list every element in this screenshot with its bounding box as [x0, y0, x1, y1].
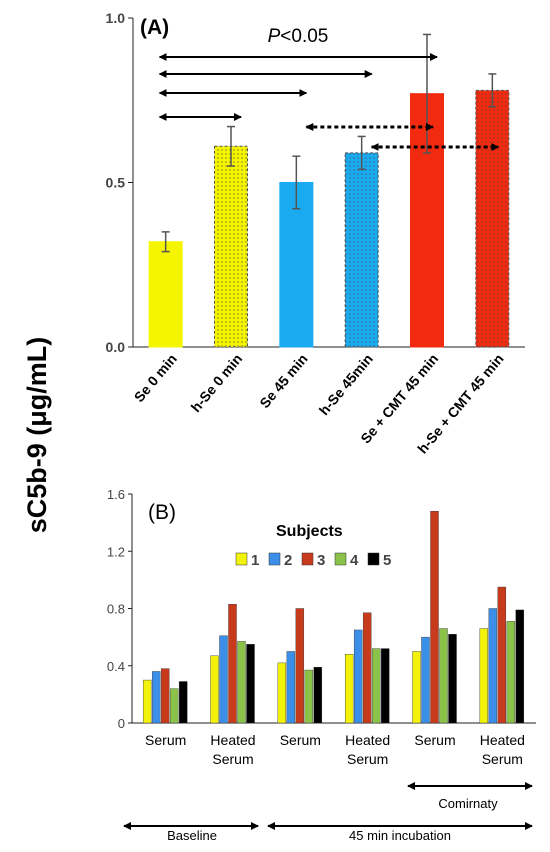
- panel-b-bar: [160, 668, 170, 724]
- panel-b-bar: [210, 655, 219, 724]
- panel-b-y-tick-label: 0.4: [107, 659, 125, 674]
- panel-b-bar: [344, 654, 354, 724]
- panel-b-bar: [371, 648, 381, 724]
- incubation-label: 45 min incubation: [349, 828, 451, 843]
- panel-b-bar: [421, 636, 430, 724]
- legend-swatch: [268, 552, 281, 566]
- panel-b-bar: [506, 621, 516, 724]
- baseline-label: Baseline: [167, 828, 217, 843]
- panel-b-x-tick-label: Serum: [280, 732, 321, 748]
- panel-b-bar: [353, 629, 363, 724]
- legend-title: Subjects: [276, 523, 343, 540]
- panel-b-x-tick-label: Serum: [212, 751, 253, 767]
- panel-a-bar: [410, 93, 444, 348]
- legend-entry-label: 3: [317, 552, 325, 569]
- panel-a-chart: (A) 0.0 0.5 1.0 P<0.05 Se 0 min h-Se 0 min S…: [106, 10, 525, 457]
- panel-b-bar: [295, 608, 305, 724]
- panel-b-x-tick-label: Heated: [480, 732, 525, 748]
- panel-b-bar: [479, 628, 489, 724]
- panel-b-bar: [169, 688, 179, 724]
- panel-a-bar: [148, 241, 183, 348]
- panel-a-y-tick-label: 0.5: [106, 175, 126, 191]
- panel-b-bar: [412, 651, 421, 724]
- panel-a-x-tick-label: h-Se 0 min: [188, 351, 246, 416]
- panel-b-x-tick-label: Serum: [347, 751, 388, 767]
- panel-b-bar: [237, 641, 246, 724]
- panel-b-label: (B): [148, 501, 176, 524]
- panel-b-bar: [304, 669, 314, 724]
- legend-entry-label: 1: [251, 552, 259, 569]
- panel-a-x-tick-label: Se 0 min: [131, 351, 180, 405]
- panel-a-y-tick-label: 1.0: [106, 10, 126, 26]
- panel-b-bar: [362, 612, 372, 724]
- panel-b-x-tick-label: Heated: [210, 732, 255, 748]
- panel-b-bar: [515, 609, 525, 724]
- panel-b-bar: [246, 644, 255, 724]
- panel-b-bar: [219, 635, 228, 724]
- panel-a-x-tick-label: Se 45 min: [256, 351, 310, 411]
- legend-entry-label: 2: [284, 552, 292, 569]
- legend-entry-label: 5: [383, 552, 391, 569]
- legend-swatch: [334, 552, 347, 566]
- panel-b-bar: [151, 671, 161, 724]
- legend-swatch: [235, 552, 248, 566]
- panel-a-x-tick-label: h-Se 45min: [316, 351, 376, 419]
- panel-b-y-tick-label: 0.8: [107, 602, 125, 617]
- panel-b-bar: [228, 604, 237, 724]
- panel-a-bar: [214, 145, 248, 348]
- panel-b-bar: [313, 666, 323, 724]
- panel-b-bar: [380, 648, 390, 724]
- panel-b-bar: [277, 662, 287, 724]
- y-axis-label: sC5b-9 (μg/mL): [22, 337, 52, 534]
- panel-b-bar: [178, 681, 188, 724]
- panel-a-bar: [279, 182, 314, 348]
- panel-b-x-tick-label: Serum: [145, 732, 186, 748]
- panel-b-bar: [439, 628, 448, 724]
- panel-b-bar: [497, 586, 507, 724]
- panel-a-label: (A): [140, 16, 169, 39]
- comirnaty-label: Comirnaty: [438, 796, 498, 811]
- panel-b-bar: [488, 608, 498, 724]
- panel-b-bar: [142, 679, 152, 724]
- legend-swatch: [367, 552, 380, 566]
- p-value-annotation: P<0.05: [268, 26, 329, 47]
- panel-a-bar: [475, 89, 510, 348]
- panel-b-y-tick-label: 1.2: [107, 544, 125, 559]
- panel-b-y-tick-label: 1.6: [107, 487, 125, 502]
- panel-b-y-tick-label: 0: [118, 716, 125, 731]
- panel-a-y-tick-label: 0.0: [106, 339, 126, 355]
- panel-b-bar: [430, 510, 439, 724]
- panel-b-x-tick-label: Heated: [345, 732, 390, 748]
- panel-b-x-tick-label: Serum: [414, 732, 455, 748]
- panel-b-bar: [448, 634, 457, 724]
- legend-swatch: [301, 552, 314, 566]
- panel-a-bar: [344, 152, 379, 348]
- panel-b-chart: (B) Subjects 0 0.4 0.8 1.2 1.6 1 2 3 4 5 Serum He…: [107, 487, 536, 843]
- panel-b-bar: [286, 651, 296, 724]
- legend-entry-label: 4: [350, 552, 359, 569]
- panel-b-x-tick-label: Serum: [482, 751, 523, 767]
